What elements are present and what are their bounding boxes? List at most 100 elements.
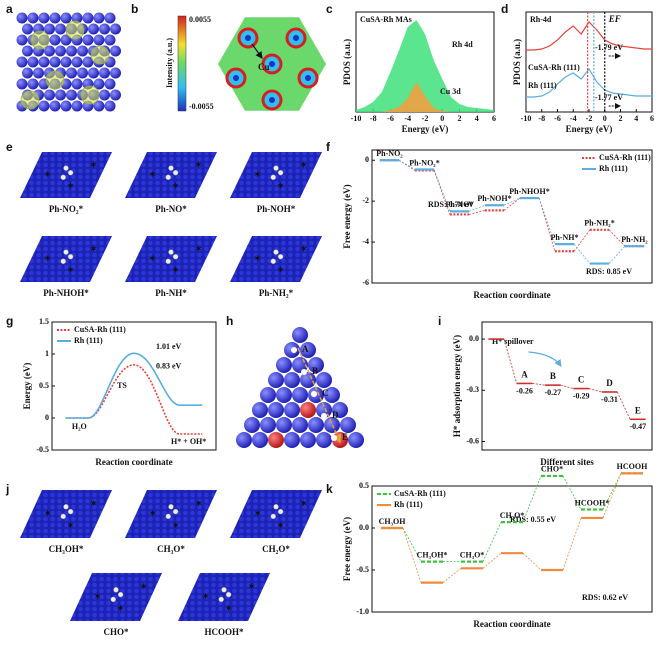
fermi-label: EF (608, 14, 621, 24)
x-tick-label: -8 (370, 114, 377, 123)
red-atom: ✶ (248, 582, 255, 591)
adsorbate-atom (277, 169, 284, 176)
category-label: CH₂O* (500, 511, 525, 520)
value-label: -0.29 (573, 391, 590, 400)
red-atom: ✶ (67, 521, 74, 530)
atom (236, 432, 252, 448)
structure-label: Ph-NOH* (257, 204, 296, 214)
structure-label: HCOOH* (204, 627, 244, 637)
series-label: Rh (111) (528, 81, 557, 90)
connector (532, 383, 546, 386)
atom (99, 67, 110, 79)
category-label: CH₃O* (460, 550, 485, 559)
connector (588, 388, 602, 393)
red-atom: ✶ (149, 254, 156, 263)
y-tick-label: -6 (362, 278, 369, 287)
adsorbate-atom (270, 513, 276, 520)
category-label: H* + OH* (171, 437, 206, 446)
atom (244, 417, 260, 433)
atom (300, 342, 316, 358)
x-tick-label: -6 (387, 114, 394, 123)
structure-label: Ph-NH* (155, 288, 187, 298)
atom (77, 45, 88, 57)
slab (125, 152, 217, 198)
category-label: TS (117, 381, 127, 390)
atom (49, 34, 61, 46)
connector (442, 568, 462, 583)
red-atom: ✶ (300, 245, 307, 254)
atom (38, 100, 50, 112)
connector (538, 197, 556, 252)
connector (469, 209, 485, 215)
atom (93, 34, 105, 46)
adsorbate (65, 20, 85, 40)
connector (608, 229, 626, 247)
adsorbate-atom (277, 254, 284, 260)
atom (93, 78, 105, 90)
atom (60, 34, 72, 46)
atom (16, 78, 28, 90)
category-label: CHO* (541, 465, 563, 474)
ring-core (233, 75, 239, 81)
red-atom: ✶ (67, 265, 74, 274)
adsorbate-atom (172, 169, 179, 176)
adsorbate-atom (225, 591, 232, 598)
x-tick-label: -10 (351, 114, 362, 123)
legend-label: Rh (111) (394, 500, 423, 509)
y-tick-label: -2 (362, 196, 369, 205)
atom (316, 372, 332, 388)
ring-core (269, 97, 275, 103)
atom (27, 12, 39, 24)
y-tick-label: -0.6 (466, 436, 479, 445)
panel-letter: a (6, 2, 13, 16)
category-label: C (578, 375, 585, 385)
adsorbate-atom (168, 249, 174, 255)
connector (402, 527, 422, 583)
red-atom: ✶ (44, 254, 51, 263)
atom (110, 45, 121, 57)
atom (22, 23, 33, 35)
ring-core (305, 75, 311, 81)
atom (38, 56, 50, 68)
atom (77, 67, 88, 79)
y-axis-label: Free energy (eV) (342, 184, 352, 248)
atom (82, 34, 94, 46)
structure-label: CH₃OH* (49, 544, 84, 554)
adsorbate-atom (165, 258, 171, 264)
value-label: -0.31 (601, 395, 618, 404)
atom (276, 387, 292, 403)
panel-letter: i (438, 314, 441, 328)
atom (66, 67, 77, 79)
atom (308, 417, 324, 433)
series-label: Cu 3d (440, 87, 461, 96)
value-label: -0.26 (516, 386, 533, 395)
annotation: RDS: 0.55 eV (510, 515, 556, 524)
category-label: Ph-NH₂ (621, 235, 648, 244)
d-band-label: -1.79 eV (595, 43, 623, 52)
series-label: CuSA-Rh (111) (528, 63, 580, 72)
y-tick-label: 0.0 (469, 334, 479, 343)
panel-letter: b (131, 2, 138, 16)
atom (99, 89, 110, 101)
adsorbate-atom (221, 587, 227, 593)
atom (284, 402, 300, 418)
atom (49, 56, 61, 68)
x-tick-label: -4 (404, 114, 411, 123)
atom (66, 45, 77, 57)
atom (38, 12, 50, 24)
structure-label: Ph-NO* (155, 204, 187, 214)
adsorbate (30, 30, 50, 50)
atom (292, 417, 308, 433)
red-atom: ✶ (277, 265, 284, 274)
slab (125, 236, 217, 282)
red-atom: ✶ (172, 181, 179, 190)
adsorbate-atom (168, 165, 174, 171)
category-label: HCOOH (617, 462, 648, 471)
connector (602, 473, 622, 519)
red-atom: ✶ (90, 499, 97, 508)
connector (522, 475, 542, 523)
slab (230, 236, 322, 282)
chart-title: Rh-4d (530, 15, 552, 24)
y-tick-label: -4 (362, 237, 369, 246)
